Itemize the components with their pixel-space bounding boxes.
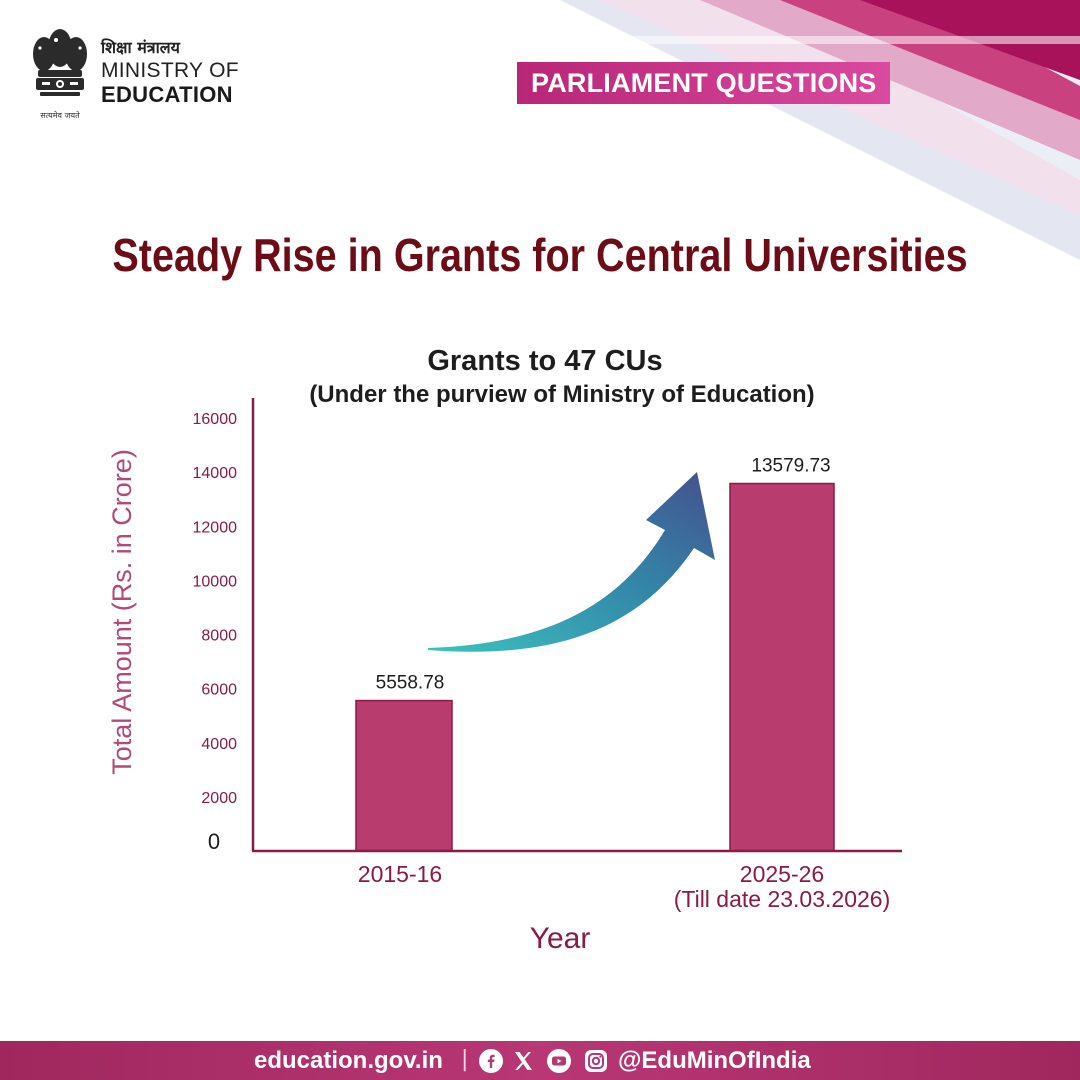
rising-arrow-icon [428, 472, 715, 652]
ministry-name-hindi: शिक्षा मंत्रालय [101, 38, 180, 57]
emblem-motto: सत्यमेव जयते [40, 111, 80, 120]
page-headline: Steady Rise in Grants for Central Univer… [112, 229, 968, 281]
bar-2025-26 [729, 482, 835, 852]
y-tick-label: 16000 [193, 411, 238, 428]
footer-separator: | [461, 1047, 469, 1072]
facebook-icon[interactable] [479, 1049, 503, 1073]
social-handle[interactable]: @EduMinOfIndia [618, 1047, 811, 1074]
y-tick-label: 8000 [201, 628, 237, 645]
bar-value-label: 13579.73 [751, 455, 830, 476]
x-axis-label: Year [530, 922, 591, 955]
x-icon[interactable] [511, 1049, 535, 1073]
y-tick-label: 0 [208, 829, 220, 854]
x-axis-ticks: 2015-16 2025-26(Till date 23.03.2026) [358, 861, 890, 912]
y-tick-label: 6000 [201, 682, 237, 699]
x-tick-sublabel: (Till date 23.03.2026) [674, 886, 891, 912]
youtube-icon[interactable] [547, 1049, 571, 1073]
instagram-icon[interactable] [584, 1049, 608, 1073]
y-axis-ticks: 0 2000 4000 6000 8000 10000 12000 14000 16000 [193, 411, 238, 854]
bar-2015-16 [355, 699, 453, 852]
website-link[interactable]: education.gov.in [254, 1047, 443, 1074]
grants-bar-chart: Grants to 47 CUs (Under the purview of M… [107, 345, 902, 955]
y-tick-label: 2000 [201, 790, 237, 807]
chart-title: Grants to 47 CUs [427, 345, 662, 377]
y-tick-label: 10000 [193, 573, 238, 590]
x-tick-label: 2015-16 [358, 861, 442, 887]
bar-value-label: 5558.78 [376, 673, 445, 694]
ministry-name-line2: EDUCATION [101, 82, 233, 107]
y-tick-label: 14000 [193, 465, 238, 482]
x-tick-label: 2025-26 [740, 861, 824, 887]
national-emblem-icon [33, 29, 87, 96]
bars: 5558.78 13579.73 [355, 455, 835, 852]
chart-subtitle: (Under the purview of Ministry of Educat… [309, 381, 814, 408]
y-tick-label: 12000 [193, 519, 238, 536]
ministry-name-line1: MINISTRY OF [101, 59, 239, 82]
y-axis-label: Total Amount (Rs. in Crore) [107, 449, 137, 775]
y-tick-label: 4000 [201, 736, 237, 753]
ministry-logo: सत्यमेव जयते शिक्षा मंत्रालय MINISTRY OF… [28, 24, 268, 124]
footer-bar: education.gov.in | @EduMinOfIndia [0, 1041, 1080, 1080]
parliament-questions-banner: PARLIAMENT QUESTIONS [517, 62, 890, 104]
